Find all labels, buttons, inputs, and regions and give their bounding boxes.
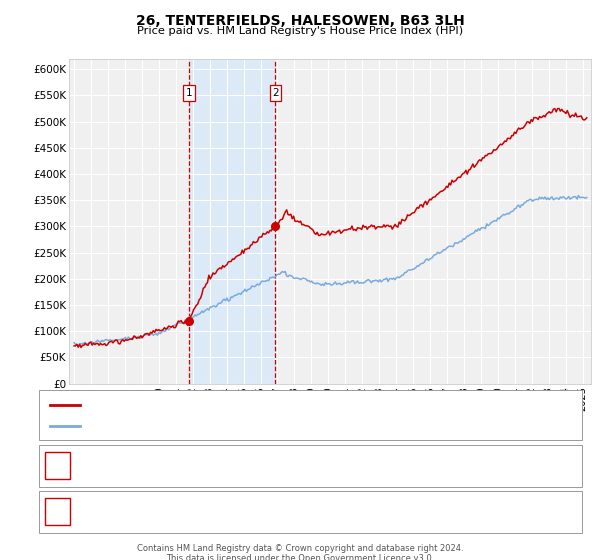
Text: 2: 2 xyxy=(54,505,61,519)
Text: £119,000: £119,000 xyxy=(264,461,319,471)
Text: 17-NOV-2006: 17-NOV-2006 xyxy=(84,507,160,517)
Text: 2: 2 xyxy=(272,88,279,98)
Text: 26, TENTERFIELDS, HALESOWEN, B63 3LH (detached house): 26, TENTERFIELDS, HALESOWEN, B63 3LH (de… xyxy=(86,400,417,410)
Text: 1: 1 xyxy=(186,88,193,98)
Bar xyxy=(189,59,275,384)
Text: 12-OCT-2001: 12-OCT-2001 xyxy=(84,461,158,471)
Text: £299,950: £299,950 xyxy=(264,507,318,517)
Text: 3% ↑ HPI: 3% ↑ HPI xyxy=(381,461,434,471)
Text: 45% ↑ HPI: 45% ↑ HPI xyxy=(381,507,442,517)
Text: This data is licensed under the Open Government Licence v3.0.: This data is licensed under the Open Gov… xyxy=(166,554,434,560)
Text: 1: 1 xyxy=(54,459,61,473)
Text: Price paid vs. HM Land Registry's House Price Index (HPI): Price paid vs. HM Land Registry's House … xyxy=(137,26,463,36)
Text: Contains HM Land Registry data © Crown copyright and database right 2024.: Contains HM Land Registry data © Crown c… xyxy=(137,544,463,553)
Text: 26, TENTERFIELDS, HALESOWEN, B63 3LH: 26, TENTERFIELDS, HALESOWEN, B63 3LH xyxy=(136,14,464,28)
Text: HPI: Average price, detached house, Dudley: HPI: Average price, detached house, Dudl… xyxy=(86,421,326,431)
